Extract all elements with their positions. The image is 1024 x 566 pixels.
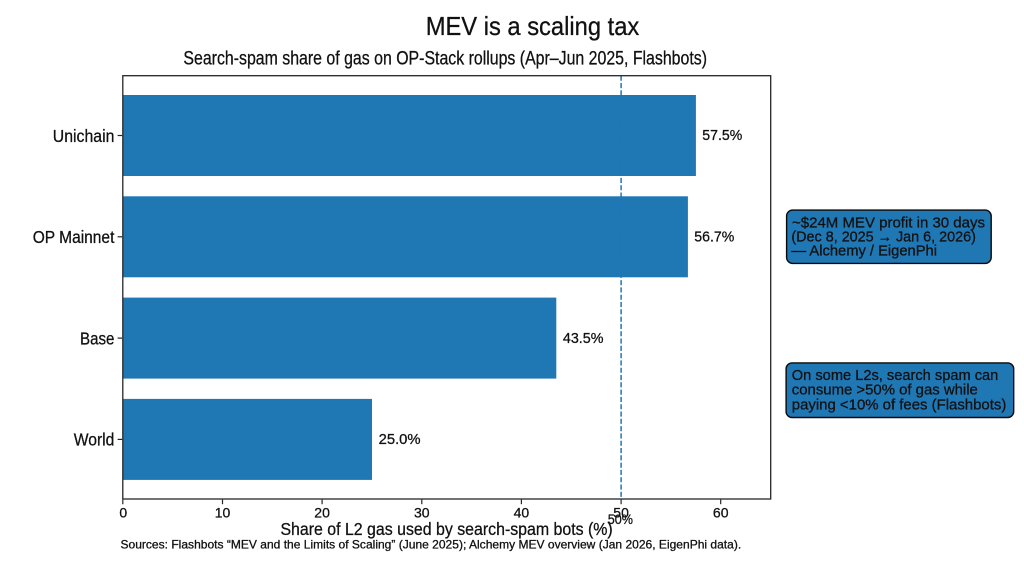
svg-text:20: 20 [314, 505, 330, 521]
svg-text:(Dec 8, 2025 → Jan 6, 2026): (Dec 8, 2025 → Jan 6, 2026) [791, 229, 976, 245]
svg-text:Unichain: Unichain [53, 126, 115, 146]
svg-text:Base: Base [80, 328, 114, 348]
svg-text:50%: 50% [608, 511, 633, 527]
svg-text:56.7%: 56.7% [694, 229, 734, 246]
svg-text:30: 30 [414, 505, 430, 521]
svg-text:40: 40 [514, 505, 530, 521]
svg-text:paying <10% of fees (Flashbots: paying <10% of fees (Flashbots) [792, 397, 1007, 413]
svg-text:World: World [74, 430, 115, 450]
svg-text:MEV is a scaling tax: MEV is a scaling tax [426, 11, 640, 41]
svg-text:50: 50 [613, 505, 629, 521]
svg-text:On some L2s, search spam can: On some L2s, search spam can [792, 368, 999, 384]
svg-text:consume >50% of gas while: consume >50% of gas while [792, 382, 978, 398]
svg-text:10: 10 [215, 505, 231, 521]
svg-text:25.0%: 25.0% [379, 431, 421, 448]
svg-text:0: 0 [119, 505, 127, 521]
svg-text:— Alchemy / EigenPhi: — Alchemy / EigenPhi [791, 244, 937, 260]
svg-text:Sources: Flashbots “MEV and th: Sources: Flashbots “MEV and the Limits o… [121, 538, 742, 551]
svg-text:60: 60 [713, 505, 729, 521]
svg-text:OP Mainnet: OP Mainnet [33, 227, 115, 247]
svg-text:Search-spam share of gas on OP: Search-spam share of gas on OP-Stack rol… [183, 48, 707, 69]
svg-text:~$24M MEV profit in 30 days: ~$24M MEV profit in 30 days [792, 216, 985, 232]
svg-text:Share of L2 gas used by search: Share of L2 gas used by search-spam bots… [280, 519, 612, 539]
svg-text:57.5%: 57.5% [702, 127, 742, 144]
svg-text:43.5%: 43.5% [563, 330, 604, 347]
